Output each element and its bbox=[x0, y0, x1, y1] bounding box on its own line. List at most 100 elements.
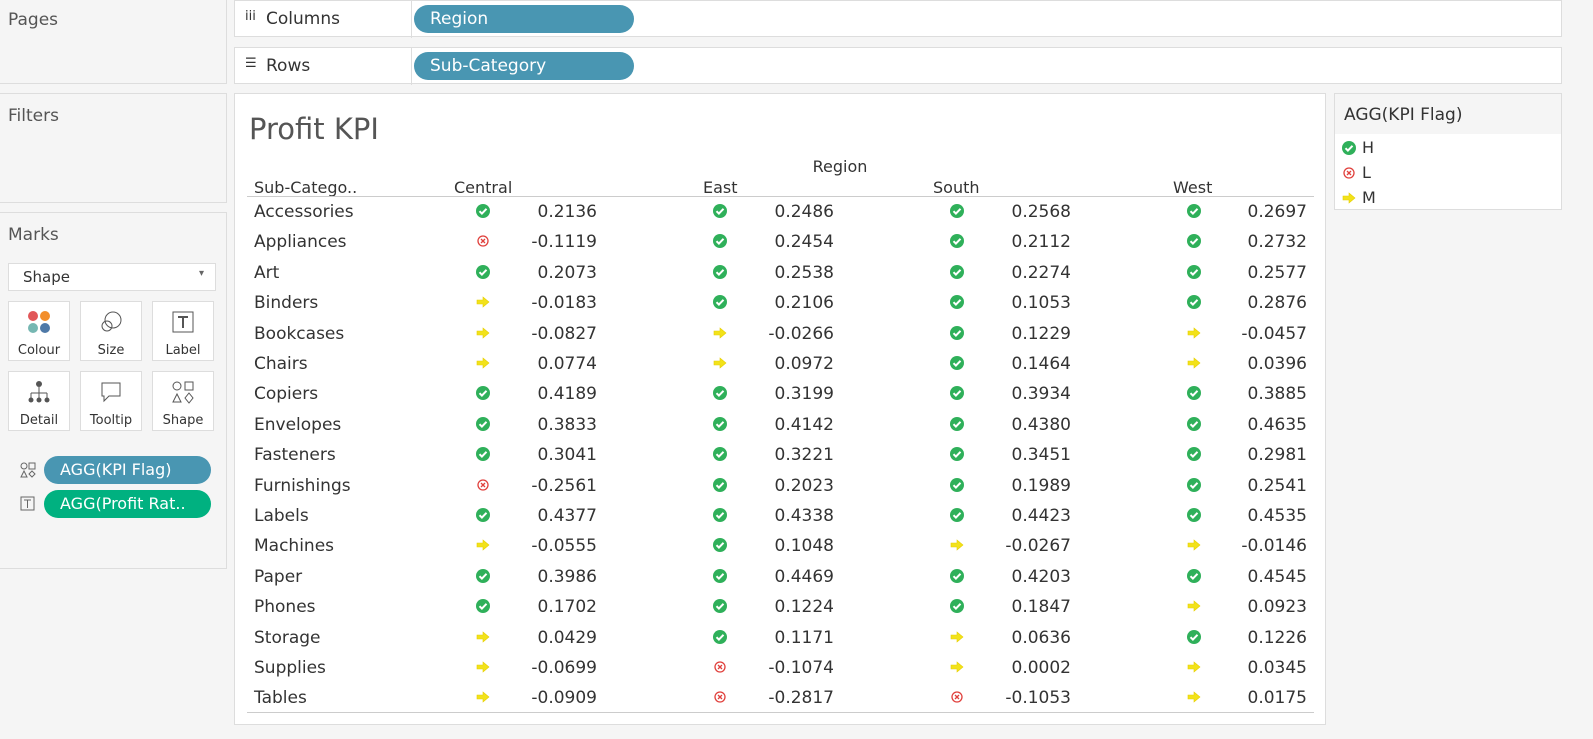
profit-ratio-value: 0.2106 bbox=[775, 293, 834, 313]
kpi-flag-pill[interactable]: AGG(KPI Flag) bbox=[44, 456, 211, 484]
profit-ratio-value: 0.4142 bbox=[775, 415, 834, 435]
kpi-flag-H bbox=[950, 386, 964, 400]
region-header: East bbox=[703, 178, 738, 197]
kpi-flag-M bbox=[1342, 191, 1356, 205]
kpi-flag-M bbox=[1187, 538, 1201, 552]
kpi-flag-H bbox=[713, 447, 727, 461]
mark-type-dropdown[interactable]: Shape ▾ bbox=[8, 263, 216, 291]
kpi-flag-M bbox=[1187, 356, 1201, 370]
kpi-flag-L bbox=[1342, 166, 1356, 180]
button-label: Tooltip bbox=[81, 413, 141, 428]
profit-ratio-value: 0.0429 bbox=[538, 628, 597, 648]
profit-ratio-value: 0.3833 bbox=[538, 415, 597, 435]
kpi-flag-H bbox=[1187, 386, 1201, 400]
profit-ratio-value: 0.2697 bbox=[1248, 202, 1307, 222]
kpi-flag-M bbox=[476, 660, 490, 674]
profit-ratio-value: -0.0909 bbox=[531, 688, 597, 708]
kpi-flag-H bbox=[713, 569, 727, 583]
kpi-flag-M bbox=[476, 538, 490, 552]
kpi-flag-H bbox=[476, 204, 490, 218]
profit-ratio-value: -0.2561 bbox=[531, 476, 597, 496]
profit-ratio-value: 0.4380 bbox=[1012, 415, 1071, 435]
profit-ratio-value: 0.4203 bbox=[1012, 567, 1071, 587]
button-label: Detail bbox=[9, 413, 69, 428]
kpi-flag-H bbox=[1187, 447, 1201, 461]
profit-ratio-value: -0.0267 bbox=[1005, 536, 1071, 556]
kpi-flag-L bbox=[950, 690, 964, 704]
kpi-flag-H bbox=[713, 538, 727, 552]
profit-ratio-value: 0.3934 bbox=[1012, 384, 1071, 404]
kpi-flag-H bbox=[713, 295, 727, 309]
kpi-flag-H bbox=[950, 326, 964, 340]
button-label: Size bbox=[81, 343, 141, 358]
profit-ratio-value: 0.1464 bbox=[1012, 354, 1071, 374]
kpi-flag-M bbox=[1187, 326, 1201, 340]
kpi-flag-H bbox=[1187, 478, 1201, 492]
profit-ratio-value: 0.1229 bbox=[1012, 324, 1071, 344]
profit-ratio-value: 0.1702 bbox=[538, 597, 597, 617]
dropdown-arrow: ▾ bbox=[199, 268, 204, 279]
kpi-flag-H bbox=[950, 234, 964, 248]
profit-ratio-value: -0.0699 bbox=[531, 658, 597, 678]
profit-ratio-value: 0.3451 bbox=[1012, 445, 1071, 465]
tooltip-button[interactable]: Tooltip bbox=[80, 371, 142, 431]
profit-ratio-value: 0.4423 bbox=[1012, 506, 1071, 526]
rows-shelf: ☰ Rows Sub-Category bbox=[234, 47, 1562, 84]
kpi-flag-H bbox=[950, 204, 964, 218]
shelf-label: Rows bbox=[266, 56, 310, 76]
button-label: Colour bbox=[9, 343, 69, 358]
profit-ratio-value: 0.2541 bbox=[1248, 476, 1307, 496]
profit-ratio-pill[interactable]: AGG(Profit Rat.. bbox=[44, 490, 211, 518]
region-pill[interactable]: Region bbox=[414, 5, 634, 33]
sub-category-label: Bookcases bbox=[254, 324, 344, 344]
sub-category-label: Copiers bbox=[254, 384, 318, 404]
label-icon bbox=[20, 496, 36, 512]
kpi-flag-H bbox=[1187, 234, 1201, 248]
profit-ratio-value: 0.1224 bbox=[775, 597, 834, 617]
profit-ratio-value: 0.0636 bbox=[1012, 628, 1071, 648]
kpi-flag-H bbox=[1187, 630, 1201, 644]
divider bbox=[411, 1, 412, 38]
profit-ratio-value: 0.0774 bbox=[538, 354, 597, 374]
kpi-flag-H bbox=[713, 204, 727, 218]
profit-ratio-value: 0.2577 bbox=[1248, 263, 1307, 283]
mark-type: Shape bbox=[23, 268, 70, 286]
sub-category-label: Machines bbox=[254, 536, 334, 556]
kpi-flag-H bbox=[713, 417, 727, 431]
profit-ratio-value: 0.0002 bbox=[1012, 658, 1071, 678]
profit-ratio-value: 0.0972 bbox=[775, 354, 834, 374]
shelf-label: Columns bbox=[266, 9, 340, 29]
profit-ratio-value: 0.3199 bbox=[775, 384, 834, 404]
legend-title: AGG(KPI Flag) bbox=[1344, 105, 1462, 125]
detail-button[interactable]: Detail bbox=[8, 371, 70, 431]
legend-card: AGG(KPI Flag) HLM bbox=[1334, 93, 1562, 210]
sub-category-label: Phones bbox=[254, 597, 316, 617]
sub-category-label: Appliances bbox=[254, 232, 347, 252]
shelf-icon: ☰ bbox=[245, 56, 257, 71]
label-button[interactable]: Label bbox=[152, 301, 214, 361]
profit-ratio-value: 0.4338 bbox=[775, 506, 834, 526]
button-label: Shape bbox=[153, 413, 213, 428]
kpi-flag-H bbox=[950, 417, 964, 431]
kpi-flag-H bbox=[1342, 141, 1356, 155]
pages-title: Pages bbox=[8, 10, 58, 30]
shape-button[interactable]: Shape bbox=[152, 371, 214, 431]
profit-ratio-value: -0.0555 bbox=[531, 536, 597, 556]
profit-ratio-value: 0.0345 bbox=[1248, 658, 1307, 678]
kpi-flag-H bbox=[476, 386, 490, 400]
kpi-flag-H bbox=[1187, 204, 1201, 218]
size-button[interactable]: Size bbox=[80, 301, 142, 361]
profit-ratio-value: 0.1226 bbox=[1248, 628, 1307, 648]
kpi-flag-H bbox=[713, 234, 727, 248]
region-header: West bbox=[1173, 178, 1212, 197]
profit-ratio-value: 0.2136 bbox=[538, 202, 597, 222]
kpi-flag-M bbox=[713, 326, 727, 340]
kpi-flag-L bbox=[476, 234, 490, 248]
colour-button[interactable]: Colour bbox=[8, 301, 70, 361]
sub-category-pill[interactable]: Sub-Category bbox=[414, 52, 634, 80]
sub-category-label: Envelopes bbox=[254, 415, 341, 435]
profit-ratio-value: 0.2486 bbox=[775, 202, 834, 222]
kpi-flag-M bbox=[950, 660, 964, 674]
profit-ratio-value: -0.0827 bbox=[531, 324, 597, 344]
kpi-flag-M bbox=[713, 356, 727, 370]
